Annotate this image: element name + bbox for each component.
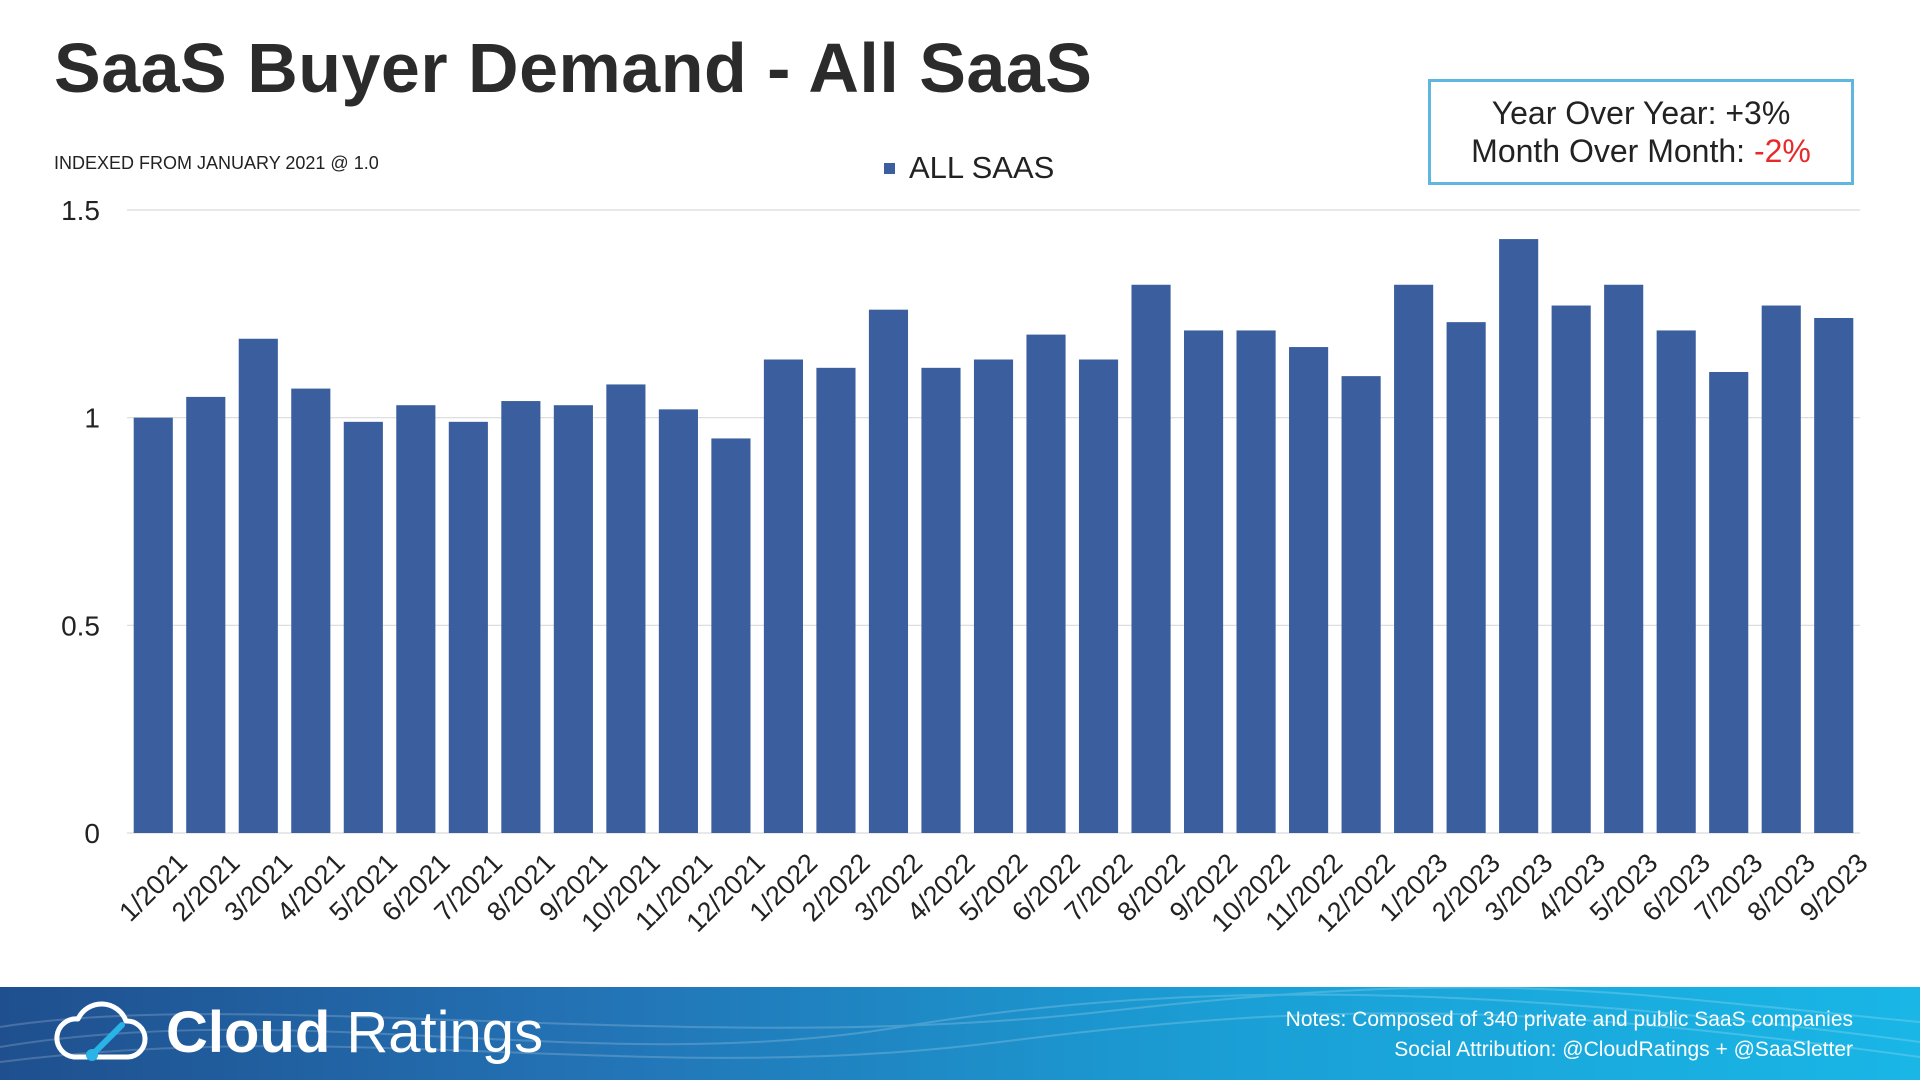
bar <box>1078 359 1119 833</box>
bar <box>186 396 226 833</box>
stats-box: Year Over Year: +3% Month Over Month: -2… <box>1428 79 1854 185</box>
bar <box>1026 334 1066 833</box>
legend-swatch <box>884 162 895 174</box>
cloud-ratings-logo: Cloud Ratings <box>52 997 543 1067</box>
mom-row: Month Over Month: -2% <box>1471 132 1811 170</box>
yoy-row: Year Over Year: +3% <box>1492 94 1791 132</box>
footer-wave-pattern <box>0 987 1920 1063</box>
cloud-gauge-icon <box>54 1001 148 1061</box>
bar <box>1499 239 1539 833</box>
chart-subtitle: INDEXED FROM JANUARY 2021 @ 1.0 <box>54 153 379 173</box>
yoy-value: +3% <box>1725 95 1791 131</box>
bar <box>501 401 541 833</box>
y-axis-ticks: 0 0.5 1 1.5 <box>61 195 100 849</box>
bar <box>1551 305 1591 833</box>
bars <box>133 239 1854 833</box>
y-tick-label: 1.5 <box>61 195 100 226</box>
notes-line: Notes: Composed of 340 private and publi… <box>1285 1008 1853 1031</box>
bar <box>973 359 1014 833</box>
bar <box>1709 371 1749 833</box>
bar-chart: 0 0.5 1 1.5 1/20212/20213/20214/20215/20216… <box>61 195 1874 938</box>
y-tick-label: 0 <box>84 818 100 849</box>
bar <box>1446 322 1486 833</box>
bar <box>1814 317 1854 833</box>
mom-label: Month Over Month: <box>1471 133 1754 169</box>
bar <box>658 409 698 833</box>
bar <box>1761 305 1801 833</box>
brand-name-bold: Cloud <box>166 999 331 1065</box>
yoy-label: Year Over Year: <box>1491 95 1726 131</box>
bar <box>343 421 383 833</box>
bar <box>1289 347 1329 833</box>
y-tick-label: 0.5 <box>61 610 100 641</box>
bar <box>238 338 278 833</box>
bar <box>396 405 436 833</box>
chart-legend: ALL SAAS <box>884 150 1054 186</box>
chart-title: SaaS Buyer Demand - All SaaS <box>54 29 1093 107</box>
bar <box>1131 284 1171 833</box>
bar <box>1604 284 1644 833</box>
bar <box>711 438 751 833</box>
bar <box>553 405 593 833</box>
bar <box>1236 330 1276 833</box>
brand-name: Cloud Ratings <box>166 999 543 1066</box>
y-tick-label: 1 <box>84 403 100 434</box>
bar <box>868 309 909 833</box>
bar <box>133 417 173 833</box>
x-axis-ticks: 1/20212/20213/20214/20215/20216/20217/20… <box>113 848 1873 938</box>
bar <box>1394 284 1434 833</box>
bar <box>291 388 331 833</box>
bar <box>921 367 961 833</box>
bar <box>816 367 856 833</box>
bar <box>763 359 804 833</box>
bar <box>448 421 488 833</box>
bar <box>1341 376 1381 833</box>
bar <box>1183 330 1224 833</box>
mom-value: -2% <box>1753 133 1811 169</box>
brand-name-light: Ratings <box>330 999 544 1065</box>
footer-notes: Notes: Composed of 340 private and publi… <box>1286 1005 1853 1065</box>
attribution-line: Social Attribution: @CloudRatings + @Saa… <box>1394 1038 1853 1061</box>
legend-label: ALL SAAS <box>909 150 1055 185</box>
bar <box>1656 330 1696 833</box>
bar <box>606 384 646 833</box>
footer-banner: Cloud Ratings Notes: Composed of 340 pri… <box>0 987 1920 1080</box>
